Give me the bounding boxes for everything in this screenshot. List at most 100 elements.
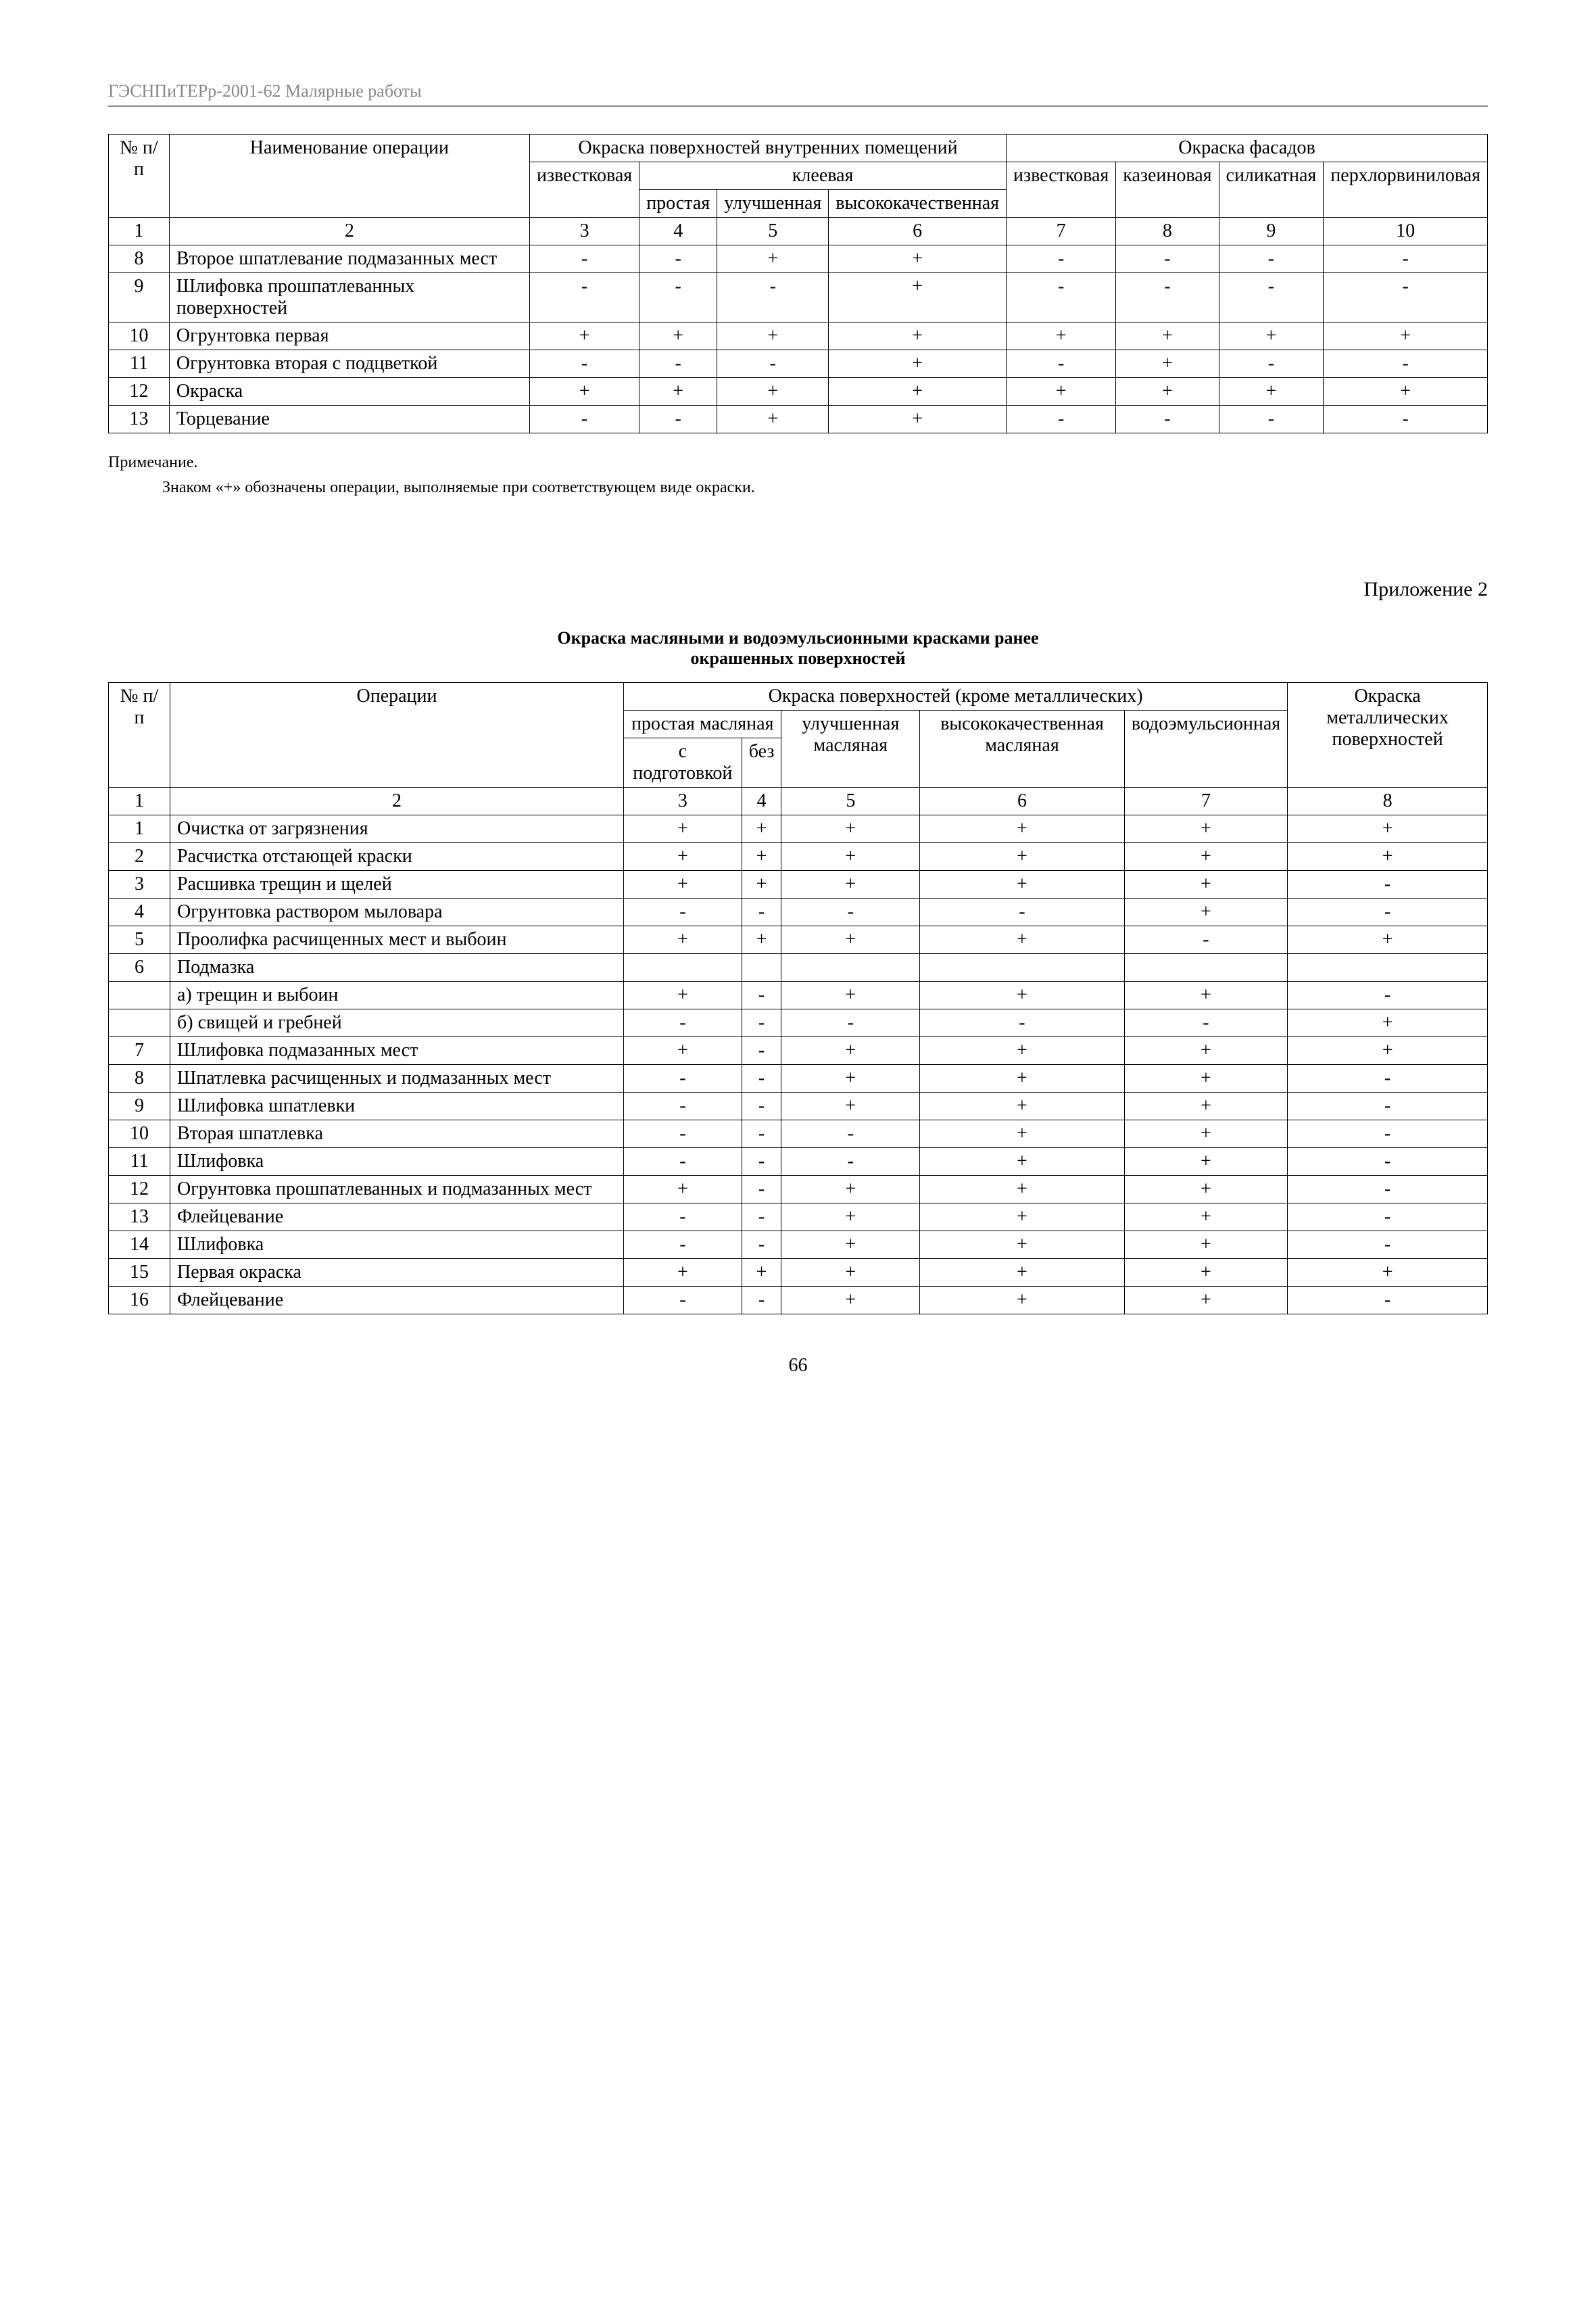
table-row: 12Окраска++++++++ — [109, 378, 1488, 406]
t1-colnum: 6 — [829, 218, 1007, 245]
table-1: № п/п Наименование операции Окраска пове… — [108, 134, 1488, 433]
row-num: 1 — [109, 815, 170, 843]
row-name: Шлифовка — [170, 1231, 624, 1259]
cell: + — [781, 1065, 920, 1093]
cell: - — [1288, 899, 1488, 926]
cell: - — [624, 1231, 742, 1259]
row-num: 7 — [109, 1037, 170, 1065]
t2-colnum: 4 — [742, 788, 781, 815]
page-number: 66 — [108, 1355, 1488, 1377]
cell: + — [920, 926, 1124, 954]
t1-h-grp1: Окраска поверхностей внутренних помещени… — [529, 135, 1006, 162]
cell: + — [1288, 926, 1488, 954]
note-label: Примечание. — [108, 454, 1488, 472]
t2-h3: с подготовкой — [624, 738, 742, 788]
cell: - — [1007, 273, 1116, 323]
cell: - — [781, 1009, 920, 1037]
cell: - — [781, 899, 920, 926]
t2-h-num: № п/п — [109, 683, 170, 788]
cell: - — [742, 1203, 781, 1231]
table-row: 9Шлифовка шпатлевки--+++- — [109, 1093, 1488, 1120]
cell: + — [639, 378, 717, 406]
t1-h9: силикатная — [1219, 162, 1324, 218]
cell: + — [1124, 1065, 1288, 1093]
cell: + — [829, 273, 1007, 323]
cell: + — [624, 982, 742, 1009]
cell: + — [1219, 323, 1324, 350]
cell: + — [781, 1037, 920, 1065]
t2-colnum: 5 — [781, 788, 920, 815]
cell: - — [1219, 273, 1324, 323]
row-name: Шлифовка прошпатлеванных поверхностей — [169, 273, 529, 323]
cell: + — [1124, 1148, 1288, 1176]
row-name: Окраска — [169, 378, 529, 406]
cell: + — [920, 1148, 1124, 1176]
row-name: б) свищей и гребней — [170, 1009, 624, 1037]
row-name: Первая окраска — [170, 1259, 624, 1287]
cell: + — [624, 815, 742, 843]
cell: - — [1116, 245, 1219, 273]
cell: + — [1288, 843, 1488, 871]
row-name: Шлифовка подмазанных мест — [170, 1037, 624, 1065]
table-row: 5Проолифка расчищенных мест и выбоин++++… — [109, 926, 1488, 954]
row-name: Шлифовка шпатлевки — [170, 1093, 624, 1120]
row-num — [109, 1009, 170, 1037]
cell: + — [920, 982, 1124, 1009]
t1-h-name: Наименование операции — [169, 135, 529, 218]
cell: - — [529, 350, 639, 378]
table-row: 15Первая окраска++++++ — [109, 1259, 1488, 1287]
cell: - — [742, 982, 781, 1009]
row-num: 13 — [109, 406, 170, 433]
cell: - — [1288, 1231, 1488, 1259]
cell: + — [920, 1120, 1124, 1148]
row-num: 2 — [109, 843, 170, 871]
t2-colnum: 3 — [624, 788, 742, 815]
cell — [1124, 954, 1288, 982]
cell: + — [1288, 1037, 1488, 1065]
cell: - — [742, 1176, 781, 1203]
cell: - — [1219, 406, 1324, 433]
cell: - — [624, 1093, 742, 1120]
cell: - — [639, 350, 717, 378]
cell: - — [742, 1009, 781, 1037]
cell: + — [1124, 815, 1288, 843]
cell: + — [1116, 378, 1219, 406]
cell: + — [781, 926, 920, 954]
cell: + — [1007, 378, 1116, 406]
cell: + — [529, 378, 639, 406]
cell: - — [624, 1065, 742, 1093]
cell: + — [742, 871, 781, 899]
cell: + — [742, 843, 781, 871]
t1-colnum: 7 — [1007, 218, 1116, 245]
row-name: Подмазка — [170, 954, 624, 982]
cell: + — [781, 843, 920, 871]
cell: - — [639, 273, 717, 323]
table-row: 2Расчистка отстающей краски++++++ — [109, 843, 1488, 871]
cell: + — [781, 815, 920, 843]
table-row: 3Расшивка трещин и щелей+++++- — [109, 871, 1488, 899]
t1-colnum: 10 — [1324, 218, 1488, 245]
row-num: 8 — [109, 245, 170, 273]
cell: + — [1124, 1287, 1288, 1314]
cell: + — [781, 1093, 920, 1120]
table-row: 10Огрунтовка первая++++++++ — [109, 323, 1488, 350]
cell: + — [1124, 1093, 1288, 1120]
cell: - — [1288, 1148, 1488, 1176]
cell: + — [920, 1287, 1124, 1314]
t1-colnum: 8 — [1116, 218, 1219, 245]
table-row: 9Шлифовка прошпатлеванных поверхностей--… — [109, 273, 1488, 323]
cell: - — [1324, 245, 1488, 273]
row-num: 13 — [109, 1203, 170, 1231]
cell — [920, 954, 1124, 982]
cell: - — [1288, 1176, 1488, 1203]
row-name: Проолифка расчищенных мест и выбоин — [170, 926, 624, 954]
t2-h-name: Операции — [170, 683, 624, 788]
doc-header: ГЭСНПиТЕРр-2001-62 Малярные работы — [108, 81, 1488, 107]
cell: - — [639, 245, 717, 273]
title2-line2: окрашенных поверхностей — [108, 648, 1488, 669]
table-row: а) трещин и выбоин+-+++- — [109, 982, 1488, 1009]
cell: + — [1116, 350, 1219, 378]
table-row: 1Очистка от загрязнения++++++ — [109, 815, 1488, 843]
cell: - — [1219, 350, 1324, 378]
cell — [624, 954, 742, 982]
